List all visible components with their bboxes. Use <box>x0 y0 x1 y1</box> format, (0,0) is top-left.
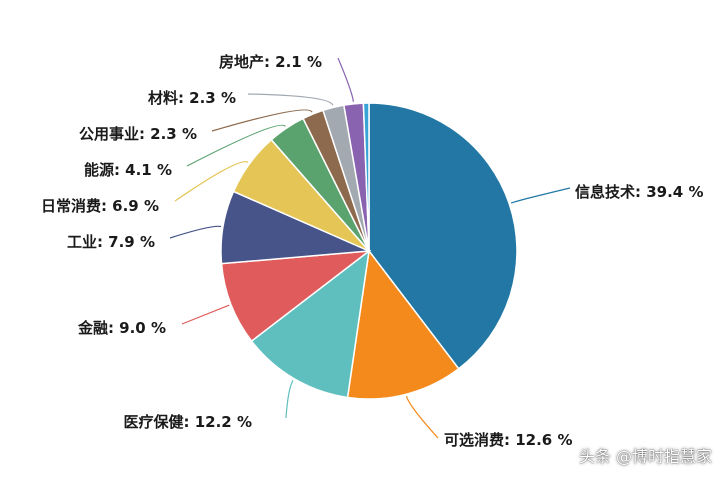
pie-slice-4 <box>220 250 372 343</box>
watermark: 头条 @博时指慧家 <box>578 447 712 466</box>
leader-line-3 <box>285 380 294 419</box>
slice-label-1: 信息技术: 39.4 % <box>575 183 703 201</box>
leader-line-5 <box>169 225 222 239</box>
slice-label-2: 可选消费: 12.6 % <box>444 431 572 449</box>
slices-layer <box>220 102 518 400</box>
leader-line-7 <box>186 124 286 167</box>
leader-line-2 <box>405 396 439 439</box>
leader-line-4 <box>181 304 230 325</box>
leader-line-6 <box>174 161 249 202</box>
leader-line-10 <box>337 57 354 102</box>
slice-label-10: 房地产: 2.1 % <box>219 53 322 71</box>
labels-layer: 信息技术: 39.4 % 可选消费: 12.6 % 医疗保健: 12.2 % 金融: … <box>41 53 704 449</box>
slice-label-5: 工业: 7.9 % <box>67 233 155 251</box>
leader-lines-layer <box>169 57 571 439</box>
leader-line-9 <box>247 93 334 106</box>
pie-slice-11 <box>362 102 370 252</box>
slice-label-4: 金融: 9.0 % <box>77 319 166 337</box>
pie-slice-2 <box>346 249 460 400</box>
pie-slice-3 <box>250 249 371 399</box>
leader-line-1 <box>510 187 571 204</box>
leader-line-8 <box>211 109 313 132</box>
pie-slice-1 <box>368 102 518 370</box>
slice-label-8: 公用事业: 2.3 % <box>79 125 197 143</box>
slice-label-9: 材料: 2.3 % <box>148 89 236 107</box>
slice-label-6: 日常消费: 6.9 % <box>41 197 159 215</box>
slice-label-7: 能源: 4.1 % <box>84 161 172 179</box>
slice-label-3: 医疗保健: 12.2 % <box>124 413 252 431</box>
